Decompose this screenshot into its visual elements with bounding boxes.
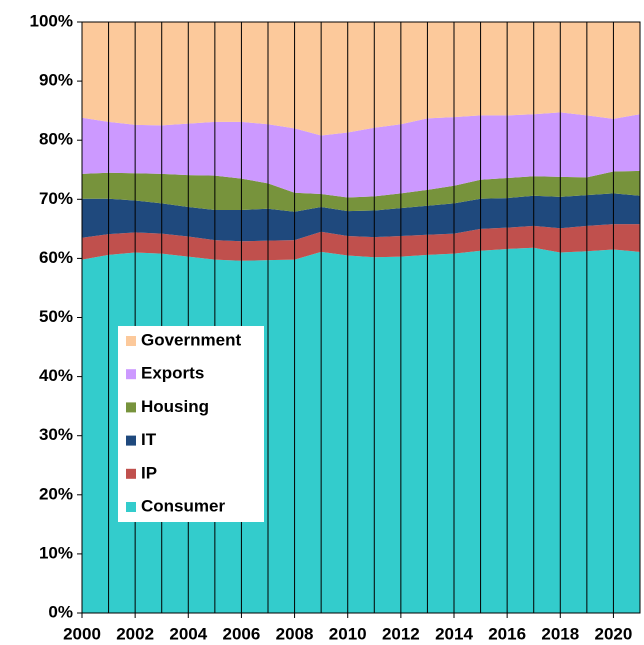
y-tick-label: 80% <box>39 130 73 149</box>
y-tick-label: 60% <box>39 248 73 267</box>
y-tick-label: 30% <box>39 425 73 444</box>
x-tick-label: 2018 <box>541 624 579 643</box>
area <box>82 224 640 261</box>
x-tick-label: 2006 <box>223 624 261 643</box>
legend-swatch <box>126 336 136 346</box>
area <box>82 193 640 242</box>
y-tick-label: 0% <box>48 602 73 621</box>
y-tick-label: 90% <box>39 71 73 90</box>
legend-swatch <box>126 435 136 446</box>
y-tick-label: 40% <box>39 366 73 385</box>
area <box>82 112 640 198</box>
x-tick-label: 2010 <box>329 624 367 643</box>
x-tick-label: 2008 <box>276 624 314 643</box>
legend-label: Exports <box>141 364 204 383</box>
x-tick-label: 2020 <box>595 624 633 643</box>
y-tick-label: 10% <box>39 543 73 562</box>
legend-label: IT <box>141 430 157 449</box>
legend-label: Housing <box>141 397 209 416</box>
legend-box <box>118 326 264 522</box>
area <box>82 170 640 212</box>
legend-swatch <box>126 402 136 413</box>
legend-swatch <box>126 502 136 512</box>
x-tick-label: 2002 <box>116 624 154 643</box>
legend-swatch <box>126 468 136 479</box>
legend-label: Consumer <box>141 496 225 515</box>
x-tick-label: 2004 <box>169 624 207 643</box>
y-tick-label: 70% <box>39 189 73 208</box>
area <box>82 22 640 136</box>
x-tick-label: 2014 <box>435 624 473 643</box>
x-tick-label: 2000 <box>63 624 101 643</box>
legend-label: Government <box>141 330 241 349</box>
x-tick-label: 2012 <box>382 624 420 643</box>
y-tick-label: 100% <box>30 11 73 30</box>
x-tick-label: 2016 <box>488 624 526 643</box>
y-tick-label: 20% <box>39 484 73 503</box>
legend-swatch <box>126 369 136 380</box>
legend-label: IP <box>141 463 157 482</box>
y-tick-label: 50% <box>39 307 73 326</box>
